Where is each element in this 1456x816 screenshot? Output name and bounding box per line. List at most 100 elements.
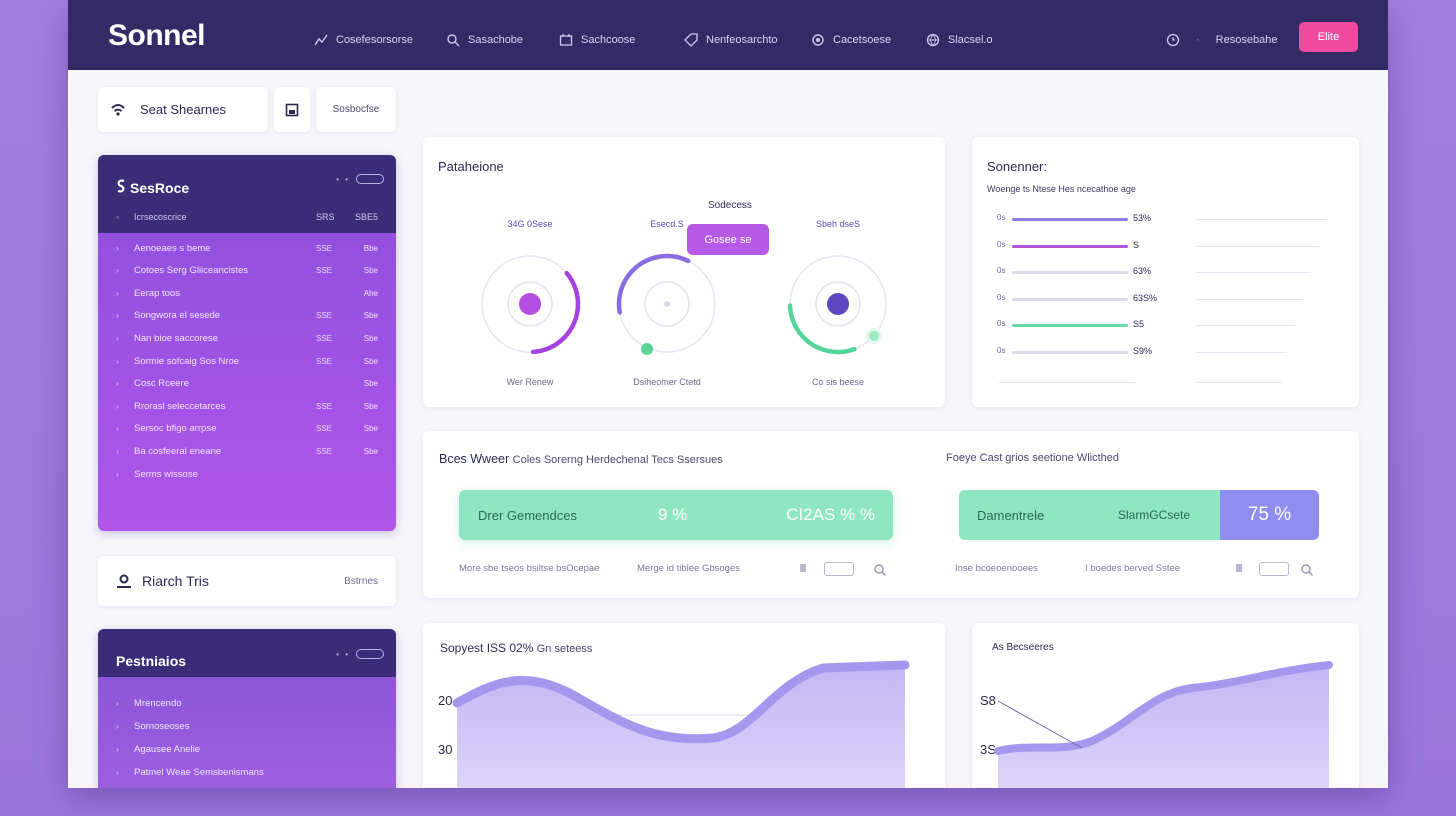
gauge-bottom-label: Dsiheomer Ctetd — [633, 377, 701, 387]
area-card-1: Sopyest ISS 02% Gn seteess 20 30 — [423, 623, 945, 788]
list-item[interactable]: › Agausee Anelie — [116, 742, 378, 756]
status-dot — [869, 331, 879, 341]
save-button[interactable] — [274, 87, 310, 132]
bar-value: S9% — [1133, 346, 1153, 356]
list-item[interactable]: › Sornoseoses — [116, 719, 378, 733]
toggle-switch[interactable] — [1259, 562, 1289, 576]
list-item-label: Rrorasl seleccetarces — [134, 400, 226, 412]
panel-toggle[interactable] — [356, 649, 384, 659]
user-icon — [117, 574, 131, 588]
bar-guide-line — [1197, 325, 1295, 327]
gauge-center-dot — [519, 293, 541, 315]
bullet-icon: › — [116, 721, 119, 731]
list-item-col1: SSE — [316, 243, 333, 253]
bar-guide-line — [1197, 245, 1319, 247]
nav-item-2[interactable]: Sachcoose — [559, 33, 635, 47]
nav-item-0[interactable]: Cosefesorsorse — [314, 33, 413, 47]
list-item[interactable]: › Rrorasl seleccetarces SSE Sbe — [116, 399, 378, 413]
research-label: Riarch Tris — [142, 573, 209, 589]
list-item-label: Songwora el sesede — [134, 310, 221, 322]
subhead-col2: SBE5 — [354, 212, 378, 222]
area2-line — [994, 661, 1333, 755]
gauge-ring — [479, 253, 581, 355]
list-item[interactable]: › Songwora el sesede SSE Sbe — [116, 309, 378, 323]
kpi-right-value[interactable]: 75 % — [1220, 490, 1319, 540]
bar — [1012, 351, 1128, 354]
save-icon — [285, 103, 299, 116]
list-item[interactable]: › Ba cosfeeral eneane SSE Sbe — [116, 444, 378, 458]
list-item-label: Sornoseoses — [134, 720, 190, 732]
list-item[interactable]: › Cotoes Serg Gliiceancistes SSE Sbe — [116, 264, 378, 278]
gauge-bottom-label: Co sis beese — [811, 377, 865, 387]
panel-subhead: ◦ Icrsecoscrice SRS SBE5 — [116, 212, 378, 222]
bar — [1012, 271, 1128, 275]
nav-right[interactable]: · Resosebahe — [1166, 33, 1277, 47]
nav-item-5[interactable]: Slacsel.o — [926, 33, 993, 47]
grid-icon — [800, 564, 806, 572]
subhead-label: Icrsecoscrice — [134, 212, 187, 222]
search-icon[interactable] — [1300, 563, 1314, 577]
list-item-col2: Ahe — [363, 288, 378, 298]
list-item[interactable]: › Sersoc bfigo arrpse SSE Sbe — [116, 422, 378, 436]
nav-label: Cacetsoese — [833, 34, 892, 46]
panel-toggle[interactable] — [356, 174, 384, 184]
list-item-col1: SSE — [316, 333, 333, 343]
axis-line — [1197, 382, 1282, 383]
nav-item-1[interactable]: Sasachobe — [446, 33, 523, 47]
bar-guide-line — [1197, 352, 1287, 353]
calendar-icon — [559, 34, 573, 46]
kpi-right[interactable]: Damentrele SlarmGCsete — [959, 490, 1220, 540]
bar-axis-label: 0s — [997, 239, 1006, 249]
list-item-col2: Sbe — [363, 424, 378, 434]
search-field[interactable]: Seat Shearnes — [98, 87, 268, 132]
bullet-icon: › — [116, 311, 119, 321]
kpi-right-label: Damentrele — [977, 507, 1045, 523]
list-item[interactable]: › Sormie sofcaig Sos Nroe SSE Sbe — [116, 354, 378, 368]
bullet-icon: › — [116, 446, 119, 456]
card-title: Pataheione — [438, 159, 504, 174]
nav-label: Sasachobe — [468, 34, 524, 46]
kpi-left-value1: 9 % — [658, 505, 688, 524]
gauge-arc — [616, 253, 718, 355]
axis-line — [999, 382, 1135, 383]
kpi-title-left: Bces Wweer Coles Sorerng Herdechenal Tec… — [439, 452, 723, 466]
toggle-switch[interactable] — [824, 562, 854, 576]
bar — [1012, 218, 1128, 221]
area1-line — [452, 660, 910, 744]
list-item-col2: Sbe — [363, 311, 378, 321]
research-card[interactable]: Riarch Tris Bstrnes — [98, 556, 396, 606]
divider-dot: · — [1196, 34, 1200, 46]
bar-value: S — [1133, 239, 1140, 250]
area1-chart — [452, 660, 910, 788]
area-card-2: As Becseeres S8 3S — [972, 623, 1359, 788]
list-item[interactable]: › Serms wissose — [116, 467, 378, 481]
kpi-left[interactable]: Drer Gemendces 9 % CI2AS % % — [459, 490, 893, 540]
kpi-foot-right-2: I boedes berved Sstee — [1085, 563, 1181, 574]
bar-guide-line — [1197, 219, 1327, 220]
gauge-badge[interactable]: Gosee se — [687, 224, 769, 255]
gauge-top-label: Esecd.S — [650, 219, 684, 229]
area1-title-prefix: Sopyest — [440, 641, 484, 655]
list-item[interactable]: › Nan bioe saccorese SSE Sbe — [116, 331, 378, 345]
list-item[interactable]: › Eerap toos Ahe — [116, 286, 378, 300]
list-item-label: Cotoes Serg Gliiceancistes — [134, 265, 249, 277]
list-item[interactable]: › Aenoeaes s beme SSE Bbe — [116, 241, 378, 255]
list-item[interactable]: › Mrencendo — [116, 696, 378, 710]
area2-title: As Becseeres — [992, 642, 1054, 653]
record-icon — [812, 34, 824, 46]
list-item-label: Cosc Rceere — [134, 378, 189, 390]
list-item-col2: Sbe — [363, 333, 378, 343]
nav-item-4[interactable]: Cacetsoese — [811, 33, 891, 47]
search-icon[interactable] — [873, 563, 887, 577]
dashboard-window: Sonnel Cosefesorsorse Sasachobe Sachcoos… — [68, 0, 1388, 788]
list-item[interactable]: › Patmel Weae Semsbenismans — [116, 765, 378, 779]
list-panel: SesRoce • • ◦ Icrsecoscrice SRS SBE5 › Ae… — [98, 155, 396, 531]
filter-button[interactable]: Sosbocfse — [316, 87, 396, 132]
list-item[interactable]: › Cosc Rceere Sbe — [116, 377, 378, 391]
nav-item-3[interactable]: Nenfeosarchto — [684, 33, 778, 47]
kpi-right-mid: SlarmGCsete — [1117, 508, 1190, 522]
gauge-top-label: 34G 0Sese — [507, 219, 553, 229]
nav-label: Slacsel.o — [948, 34, 993, 46]
elite-button[interactable]: Elite — [1299, 22, 1358, 52]
kpi-foot-left-2: Merge id tiblee Gbsoges — [637, 563, 740, 574]
